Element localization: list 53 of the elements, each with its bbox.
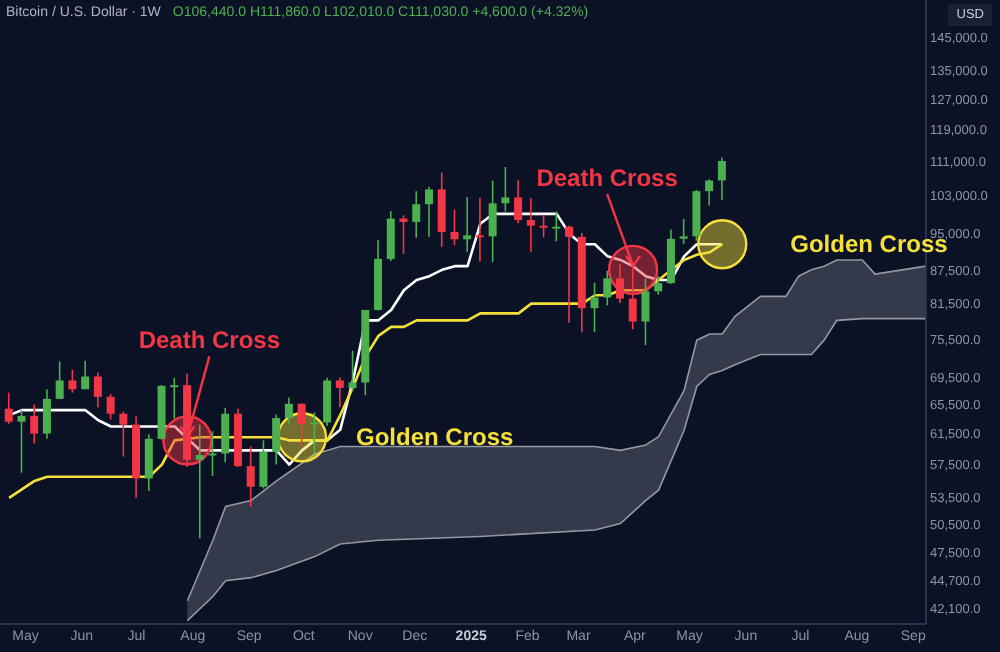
candlestick xyxy=(463,196,472,253)
candlestick xyxy=(348,349,357,392)
candlestick xyxy=(399,214,408,255)
candlestick xyxy=(42,388,51,440)
candlestick xyxy=(81,360,90,391)
candlestick xyxy=(666,228,675,285)
candlestick xyxy=(259,439,268,490)
candlestick xyxy=(297,402,306,448)
candlestick xyxy=(641,277,650,346)
candlestick xyxy=(437,171,446,248)
candlestick xyxy=(628,264,637,331)
candlestick xyxy=(692,189,701,242)
annotation: Golden Cross xyxy=(356,423,515,452)
candlestick xyxy=(30,403,39,445)
candlestick xyxy=(501,166,510,213)
candlestick xyxy=(616,263,624,304)
candlestick xyxy=(284,396,293,426)
candlestick xyxy=(68,369,77,394)
candlestick xyxy=(552,210,561,243)
candlestick xyxy=(679,218,688,245)
candlestick xyxy=(590,281,599,334)
candlestick xyxy=(17,409,26,474)
candlestick xyxy=(170,377,179,420)
candlestick xyxy=(106,393,115,421)
annotation: Death Cross xyxy=(138,326,281,355)
candlestick xyxy=(450,208,459,247)
candlestick xyxy=(195,423,204,540)
candlestick xyxy=(717,156,726,201)
candlestick xyxy=(705,178,714,207)
candlestick xyxy=(565,224,574,324)
candlestick xyxy=(475,197,484,263)
candlestick xyxy=(386,210,395,262)
candlestick xyxy=(55,360,64,400)
annotation: Death Cross xyxy=(536,163,679,192)
candlestick xyxy=(221,407,230,463)
candlestick xyxy=(488,179,497,263)
candlestick xyxy=(412,190,421,239)
candlestick xyxy=(246,445,255,508)
candlestick xyxy=(603,270,612,307)
candlestick xyxy=(144,433,153,492)
candlestick xyxy=(514,179,523,225)
candlestick xyxy=(323,377,332,427)
candlestick xyxy=(4,391,13,425)
candlestick xyxy=(526,197,535,253)
candlestick xyxy=(93,371,102,409)
candlestick xyxy=(119,410,128,458)
candlestick xyxy=(272,413,281,466)
candlestick xyxy=(310,411,319,455)
candlestick xyxy=(424,185,433,238)
candlestick xyxy=(208,430,217,477)
candlestick xyxy=(539,214,548,239)
candlestick xyxy=(654,275,663,296)
candlestick xyxy=(335,376,344,409)
